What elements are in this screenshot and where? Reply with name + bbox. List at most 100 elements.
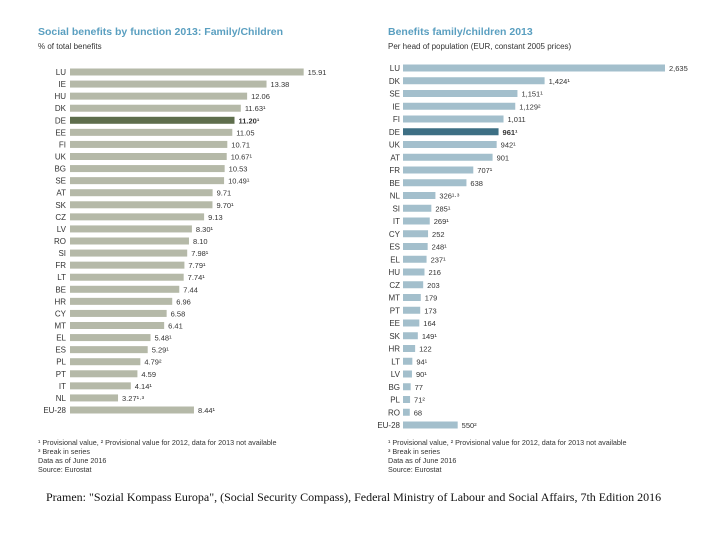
category-label: PT xyxy=(390,306,400,315)
bar xyxy=(70,165,225,173)
bar xyxy=(70,104,241,112)
category-label: MT xyxy=(54,322,66,331)
bar xyxy=(403,77,545,85)
category-label: DE xyxy=(389,128,400,137)
category-label: BG xyxy=(54,165,66,174)
bar xyxy=(70,322,165,329)
bar xyxy=(70,273,184,281)
bar xyxy=(403,230,429,238)
value-label: 7.44 xyxy=(183,285,198,294)
value-label: 10.53 xyxy=(229,165,248,174)
value-label: 285¹ xyxy=(435,204,451,213)
bar xyxy=(403,383,411,391)
value-label: 11.20¹ xyxy=(239,116,260,125)
value-label: 15.91 xyxy=(308,68,327,77)
category-label: SI xyxy=(58,249,66,258)
value-label: 13.38 xyxy=(271,80,290,89)
category-label: HR xyxy=(54,297,66,306)
bar xyxy=(70,297,173,305)
category-label: RO xyxy=(388,408,400,417)
bar xyxy=(70,189,213,197)
value-label: 1,424¹ xyxy=(549,77,571,86)
left-chart-title: Social benefits by function 2013: Family… xyxy=(38,26,284,38)
value-label: 5.48¹ xyxy=(154,334,172,343)
value-label: 90¹ xyxy=(416,370,427,379)
value-label: 901 xyxy=(497,153,510,162)
value-label: 173 xyxy=(424,306,437,315)
bar xyxy=(403,255,427,263)
right-note-provisional: ¹ Provisional value, ² Provisional value… xyxy=(388,438,627,447)
bar xyxy=(403,115,504,123)
value-label: 149¹ xyxy=(422,332,438,341)
bar xyxy=(70,309,167,317)
value-label: 4.59 xyxy=(141,370,156,379)
value-label: 77 xyxy=(415,383,423,392)
right-chart-panel: Benefits family/children 2013 Per head o… xyxy=(355,0,720,480)
right-chart-title: Benefits family/children 2013 xyxy=(388,26,533,38)
value-label: 248¹ xyxy=(432,243,448,252)
value-label: 6.41 xyxy=(168,322,183,331)
source-caption: Pramen: "Sozial Kompass Europa", (Social… xyxy=(46,490,662,504)
value-label: 10.71 xyxy=(231,140,250,149)
category-label: BE xyxy=(389,179,400,188)
value-label: 122 xyxy=(419,345,432,354)
category-label: PL xyxy=(56,358,66,367)
category-label: IT xyxy=(59,382,66,391)
left-note-source: Source: Eurostat xyxy=(38,465,92,474)
category-label: FI xyxy=(393,115,400,124)
value-label: 7.98¹ xyxy=(191,249,209,258)
value-label: 6.58 xyxy=(171,309,186,318)
bar xyxy=(70,382,131,390)
value-label: 7.79¹ xyxy=(188,261,206,270)
bar xyxy=(70,237,189,245)
bar xyxy=(70,285,180,293)
category-label: LT xyxy=(391,357,400,366)
bar xyxy=(70,153,227,160)
left-chart-notes: ¹ Provisional value, ² Provisional value… xyxy=(38,438,277,474)
category-label: HR xyxy=(388,345,400,354)
bar xyxy=(403,268,425,276)
category-label: DK xyxy=(389,77,401,86)
category-label: RO xyxy=(54,237,66,246)
bar xyxy=(403,357,413,365)
bar xyxy=(70,370,138,378)
bar xyxy=(403,90,518,97)
category-label: EL xyxy=(390,255,400,264)
value-label: 203 xyxy=(427,281,440,290)
category-label: NL xyxy=(390,192,401,201)
category-label: IE xyxy=(58,80,66,89)
value-label: 68 xyxy=(414,408,422,417)
category-label: DE xyxy=(55,116,66,125)
bar xyxy=(70,358,141,366)
category-label: LU xyxy=(56,68,66,77)
bar xyxy=(403,396,411,403)
bar xyxy=(70,201,213,209)
value-label: 707¹ xyxy=(477,166,493,175)
value-label: 6.96 xyxy=(176,297,191,306)
value-label: 5.29¹ xyxy=(152,346,170,355)
category-label: LT xyxy=(57,273,66,282)
value-label: 9.70¹ xyxy=(216,201,234,210)
right-bar-chart: LU 2,635 DK 1,424¹ SE 1,151¹ IE 1,129² FI 1,011 DE… xyxy=(377,64,688,430)
value-label: 11.05 xyxy=(236,128,254,137)
bar xyxy=(70,249,188,257)
value-label: 9.71 xyxy=(217,189,232,198)
category-label: CY xyxy=(55,309,67,318)
category-label: UK xyxy=(55,153,67,162)
value-label: 179 xyxy=(425,294,438,303)
bar xyxy=(403,192,436,199)
category-label: SI xyxy=(392,204,400,213)
bar xyxy=(70,92,248,100)
category-label: IT xyxy=(393,217,400,226)
category-label: SK xyxy=(55,201,66,210)
value-label: 2,635 xyxy=(669,64,688,73)
value-label: 10.67¹ xyxy=(231,153,253,162)
value-label: 216 xyxy=(428,268,441,277)
value-label: 269¹ xyxy=(434,217,450,226)
category-label: SK xyxy=(389,332,400,341)
category-label: FI xyxy=(59,140,66,149)
bar xyxy=(403,319,420,327)
value-label: 71² xyxy=(414,396,425,405)
right-note-source: Source: Eurostat xyxy=(388,465,442,474)
category-label: HU xyxy=(54,92,66,101)
